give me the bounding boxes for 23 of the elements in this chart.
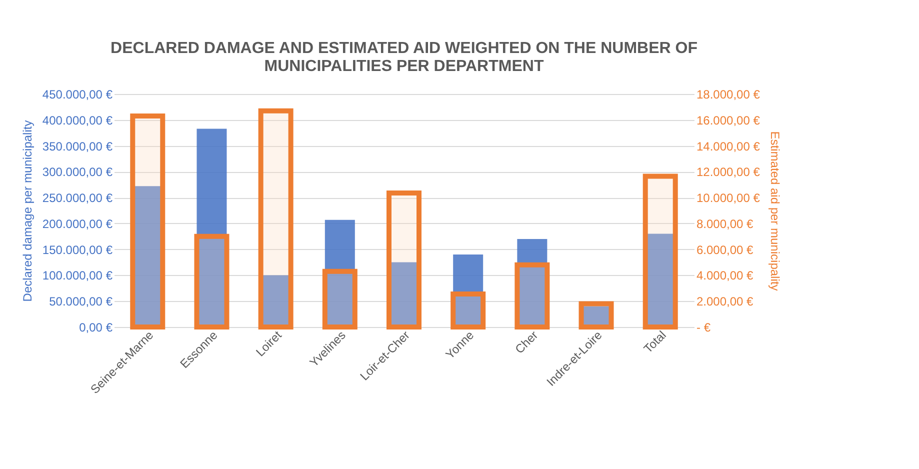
- y-tick-label: 100.000,00 €: [42, 268, 113, 283]
- y-tick-label: 400.000,00 €: [42, 113, 113, 128]
- y2-tick-label: - €: [696, 320, 711, 334]
- y2-tick-label: 10.000,00 €: [696, 191, 760, 206]
- y2-tick-label: 4.000,00 €: [696, 268, 754, 283]
- y2-tick-label: 16.000,00 €: [696, 113, 760, 128]
- y-tick-label: 200.000,00 €: [42, 216, 113, 231]
- y-tick-label: 150.000,00 €: [42, 242, 113, 257]
- y2-tick-label: 12.000,00 €: [696, 165, 760, 180]
- y2-tick-label: 18.000,00 €: [696, 88, 760, 102]
- y-tick-label: 300.000,00 €: [42, 165, 113, 180]
- y2-tick-label: 14.000,00 €: [696, 139, 760, 154]
- y-tick-label: 350.000,00 €: [42, 139, 113, 154]
- y-tick-label: 50.000,00 €: [49, 294, 113, 309]
- y-tick-label: 250.000,00 €: [42, 191, 113, 206]
- y2-tick-label: 8.000,00 €: [696, 216, 754, 231]
- y-tick-label: 0,00 €: [79, 320, 113, 334]
- y2-tick-label: 2.000,00 €: [696, 294, 754, 309]
- y-axis-title: Declared damage per municipality: [20, 120, 34, 302]
- y-tick-label: 450.000,00 €: [42, 88, 113, 102]
- y2-axis-title: Estimated aid per municipality: [768, 131, 782, 291]
- y2-tick-label: 6.000,00 €: [696, 242, 754, 257]
- chart-title: DECLARED DAMAGE AND ESTIMATED AID WEIGHTED ON THE NUMBER OF MUNICIPALITIES PER DEPARTMENT: [110, 40, 698, 75]
